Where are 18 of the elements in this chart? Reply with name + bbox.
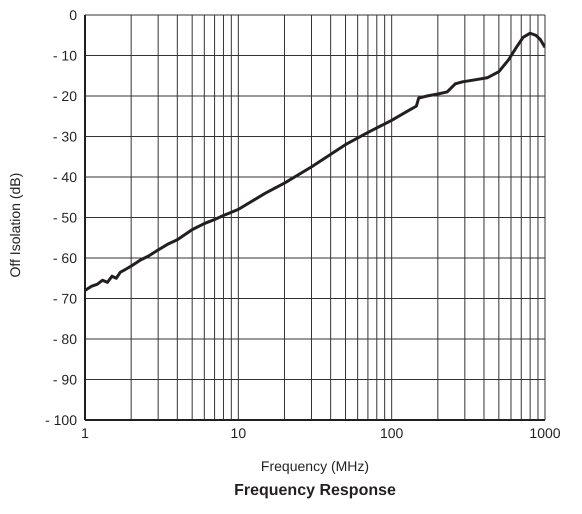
y-tick-label: - 40 [52, 168, 78, 185]
y-tick-label: - 20 [52, 88, 78, 104]
y-tick-label: - 10 [52, 47, 78, 64]
x-tick-label: 100 [380, 424, 404, 441]
x-tick-label: 1 [81, 424, 90, 441]
y-tick-label: - 70 [52, 290, 78, 306]
x-tick-label: 10 [230, 424, 246, 441]
y-tick-label: - 100 [45, 412, 78, 428]
x-axis-title: Frequency (MHz) [260, 458, 370, 474]
y-tick-label: 0 [69, 6, 78, 23]
y-tick-label: - 30 [52, 128, 78, 144]
y-tick-label: - 60 [52, 250, 78, 266]
y-tick-label: - 90 [52, 371, 78, 388]
y-tick-label: - 80 [52, 330, 78, 347]
y-axis-title: Off Isolation (dB) [6, 172, 23, 278]
x-tick-label: 1000 [529, 424, 561, 441]
text: Frequency Response [233, 482, 397, 500]
y-tick-label: - 50 [52, 209, 78, 226]
